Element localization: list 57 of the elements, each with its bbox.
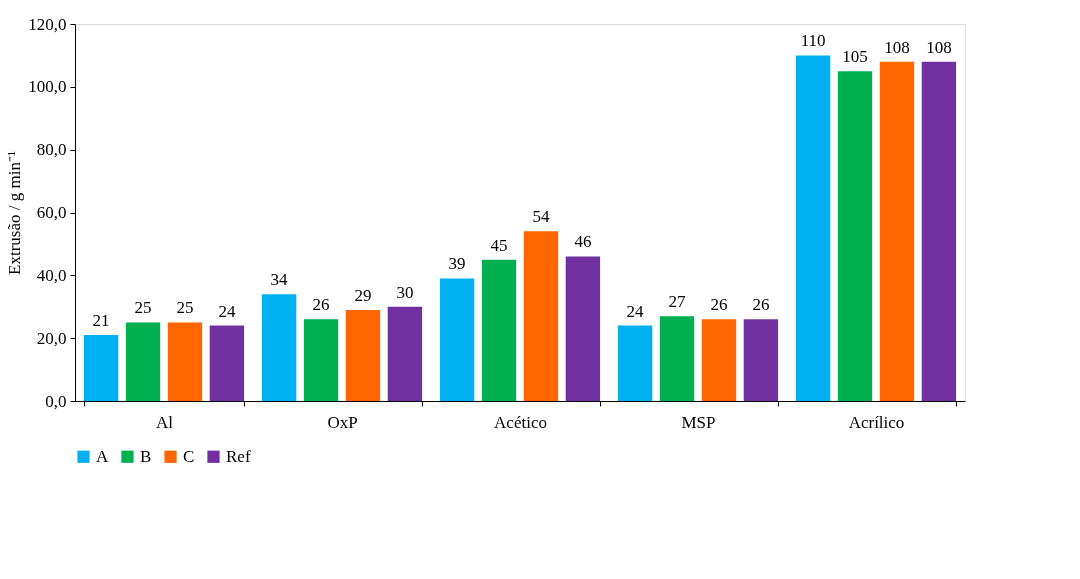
bar [565, 256, 601, 401]
data-label: 26 [710, 295, 728, 315]
x-tick-label: OxP [327, 412, 358, 432]
bar [167, 322, 203, 401]
bar [439, 278, 475, 401]
data-label: 54 [532, 207, 550, 227]
bar [481, 259, 517, 401]
bar [617, 325, 653, 401]
y-tick-label: 120,0 [28, 14, 67, 34]
bar [659, 316, 695, 401]
legend-label: Ref [226, 446, 251, 466]
y-tick-label: 80,0 [36, 140, 67, 160]
data-label: 25 [176, 298, 194, 318]
x-tick-label: MSP [681, 412, 716, 432]
legend-label: A [96, 446, 109, 466]
bar [795, 55, 831, 401]
bar [701, 319, 737, 401]
bar [387, 306, 423, 401]
data-label: 45 [490, 235, 508, 255]
y-tick-label: 0,0 [45, 391, 67, 411]
data-label: 29 [354, 285, 372, 305]
data-label: 21 [92, 311, 110, 331]
legend-label: B [140, 446, 152, 466]
bar [125, 322, 161, 401]
x-tick-label: Acético [494, 412, 547, 432]
bar [921, 61, 957, 401]
y-axis-title: Extrusão / g min⁻¹ [5, 151, 25, 275]
bar [837, 71, 873, 401]
data-label: 26 [312, 295, 330, 315]
data-label: 39 [448, 254, 466, 274]
x-tick-label: Al [156, 412, 174, 432]
data-label: 110 [800, 31, 826, 51]
bar [209, 325, 245, 401]
x-tick-label: Acrílico [848, 412, 905, 432]
y-tick-label: 60,0 [36, 203, 67, 222]
legend-label: C [183, 446, 195, 466]
data-label: 105 [842, 47, 868, 67]
y-tick-label: 40,0 [36, 265, 67, 285]
bar [523, 231, 559, 401]
data-label: 108 [926, 37, 952, 57]
bar [879, 61, 915, 401]
data-label: 26 [752, 295, 770, 315]
data-label: 24 [218, 301, 236, 321]
data-label: 25 [134, 298, 152, 318]
data-label: 27 [668, 292, 687, 312]
bar [345, 309, 381, 401]
bar [303, 319, 339, 401]
y-tick-label: 20,0 [36, 328, 67, 348]
bar [743, 319, 779, 401]
data-label: 34 [270, 270, 289, 290]
bar [261, 294, 297, 401]
data-label: 46 [574, 232, 592, 252]
data-label: 108 [884, 37, 910, 57]
bar [83, 335, 119, 401]
data-label: 24 [626, 301, 645, 321]
y-tick-label: 100,0 [28, 77, 67, 97]
data-label: 30 [396, 282, 414, 302]
